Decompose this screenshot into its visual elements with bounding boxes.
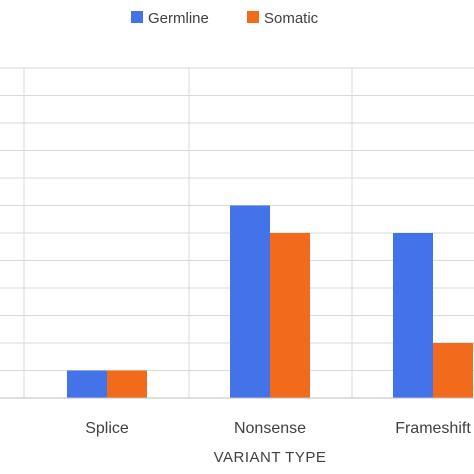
- bar-somatic-nonsense: [270, 233, 310, 398]
- x-tick-labels: Splice Nonsense Frameshift: [85, 420, 471, 437]
- bar-germline-splice: [67, 370, 107, 398]
- legend: Germline Somatic: [131, 10, 319, 27]
- x-axis-title: VARIANT TYPE: [214, 449, 327, 466]
- legend-swatch-germline: [131, 11, 143, 23]
- bars: [67, 205, 473, 398]
- x-tick-label: Nonsense: [234, 420, 306, 437]
- legend-label-somatic: Somatic: [264, 10, 319, 27]
- bar-somatic-splice: [107, 370, 147, 398]
- bar-germline-nonsense: [230, 205, 270, 398]
- legend-swatch-somatic: [247, 11, 259, 23]
- legend-label-germline: Germline: [148, 10, 209, 27]
- bar-germline-frameshift: [393, 233, 433, 398]
- x-tick-label: Splice: [85, 420, 129, 437]
- x-tick-label: Frameshift: [395, 420, 471, 437]
- bar-somatic-frameshift: [433, 343, 473, 398]
